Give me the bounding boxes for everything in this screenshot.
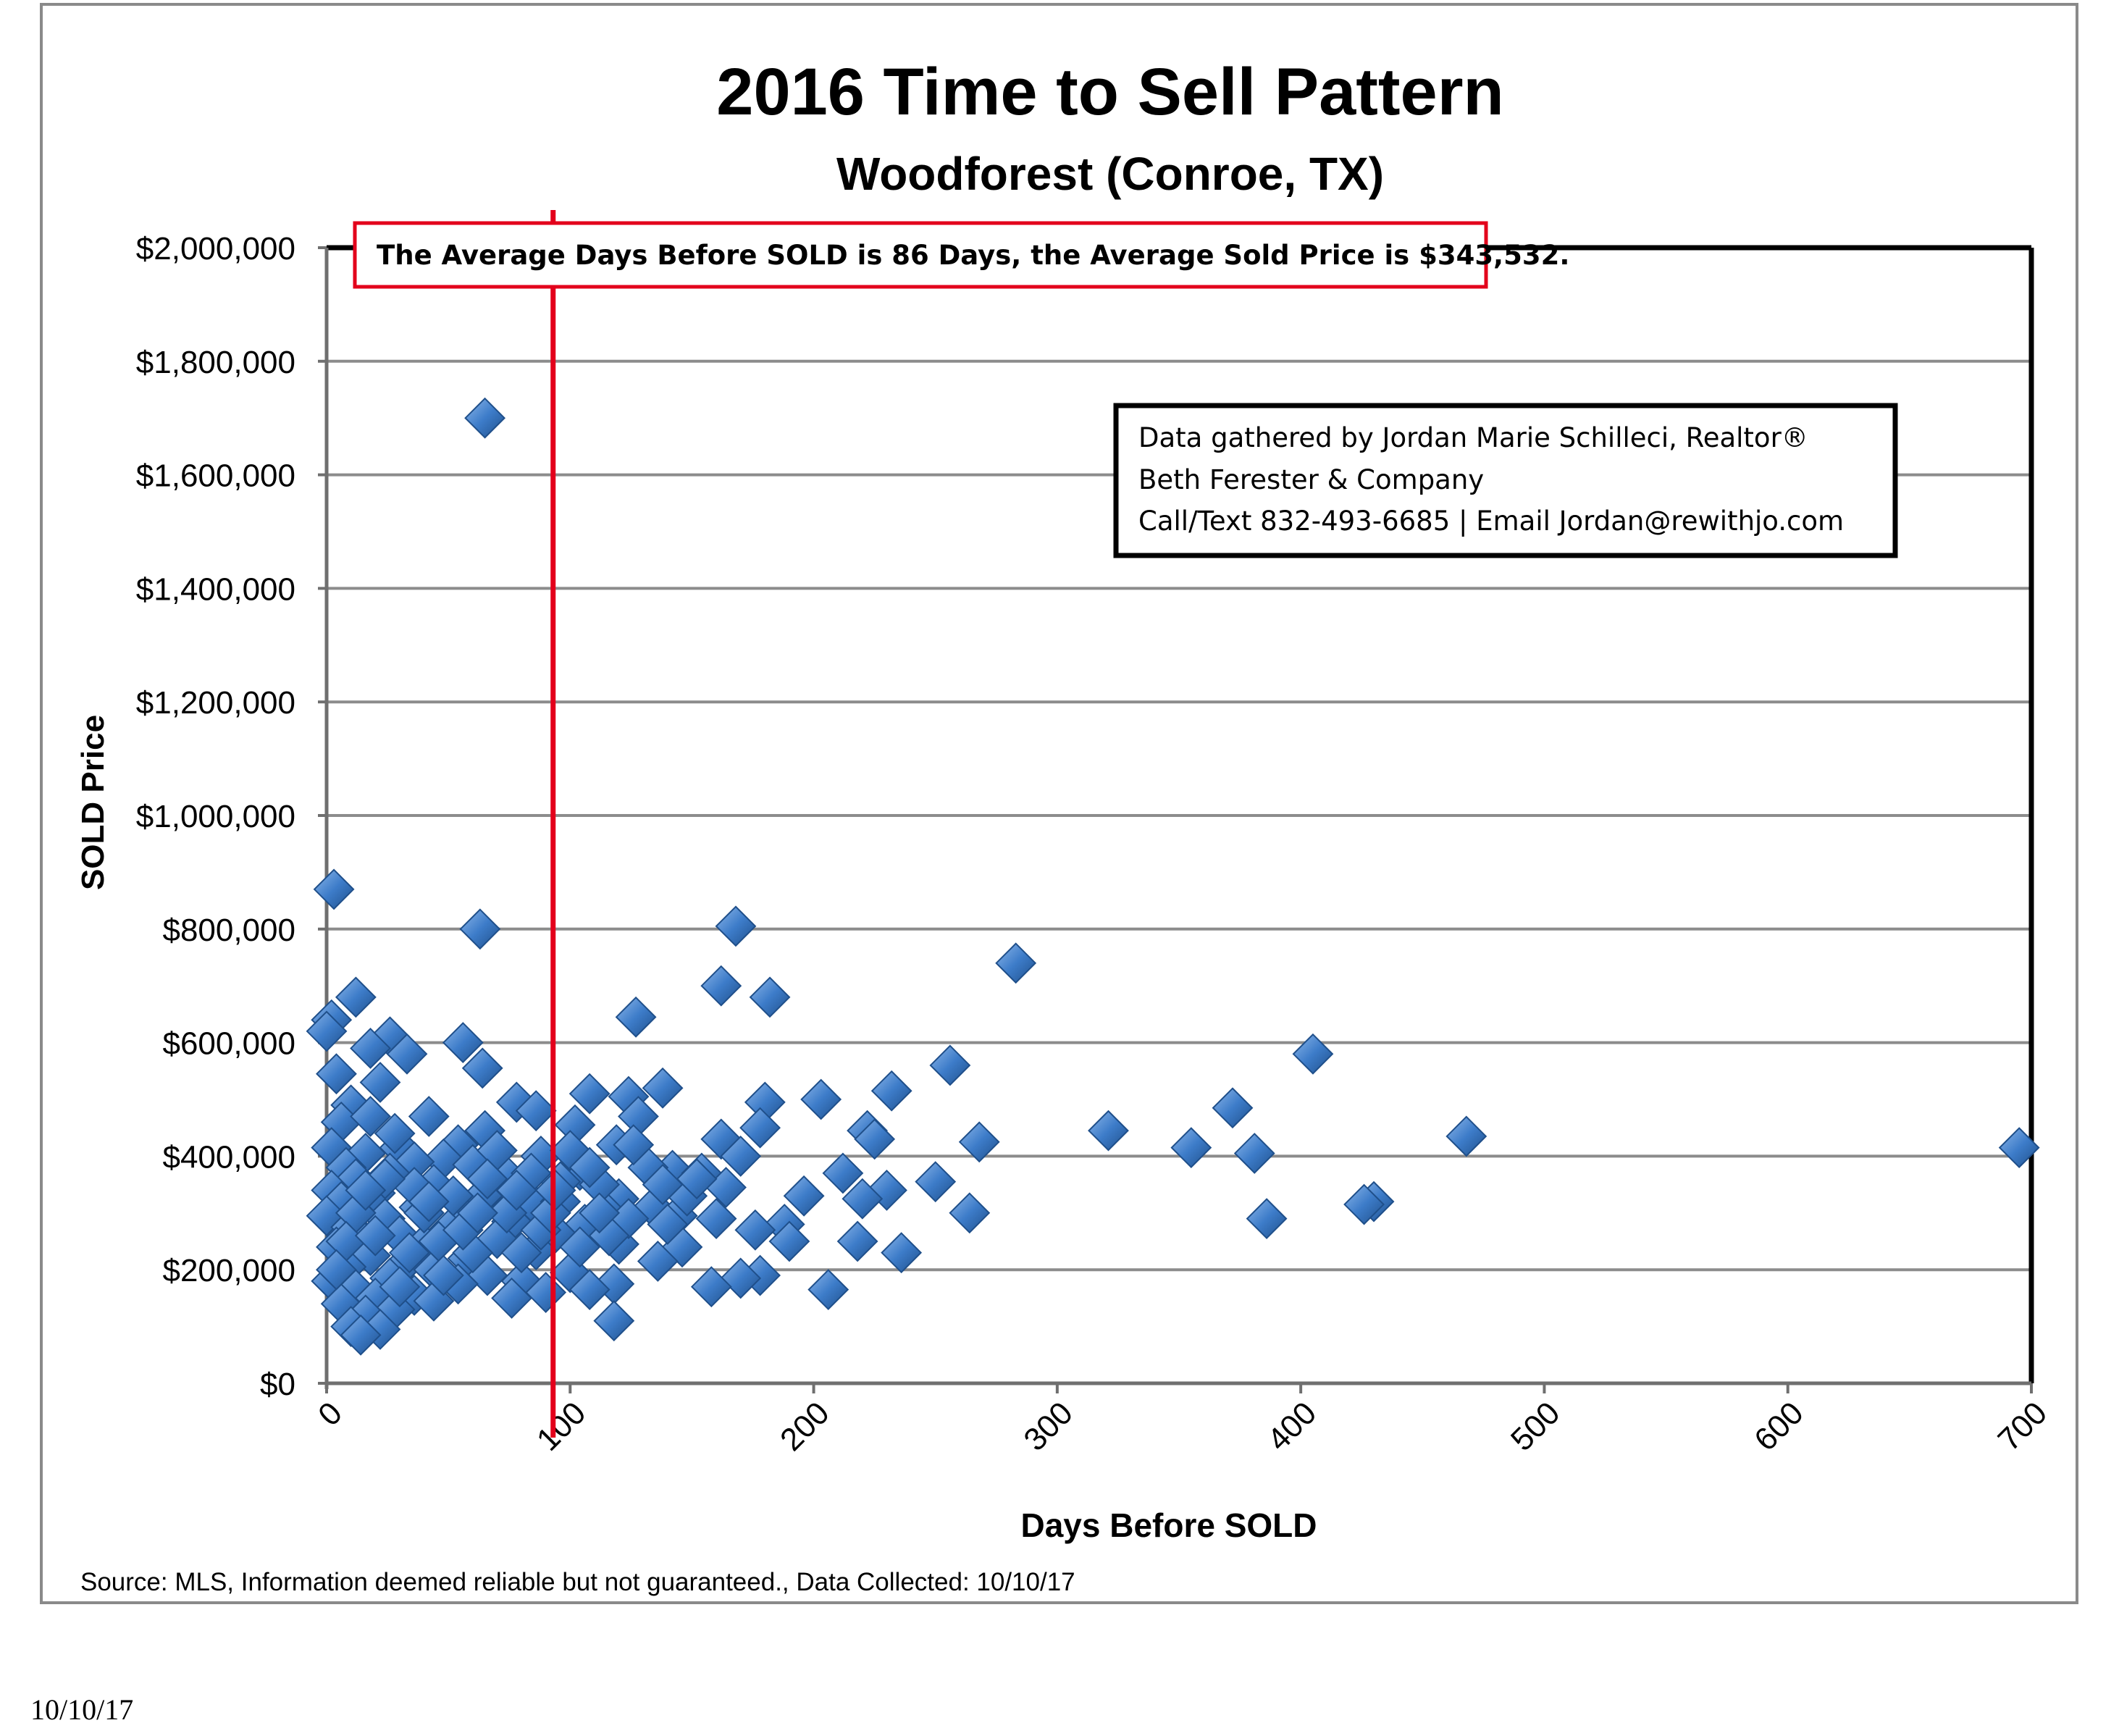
y-tick-label: $600,000 xyxy=(162,1026,295,1062)
y-tick-label: $800,000 xyxy=(162,913,295,948)
y-axis-tick-labels: $0 $200,000 $400,000 $600,000 $800,000 $1,000… xyxy=(136,231,327,1402)
data-point xyxy=(915,1161,957,1203)
y-tick-label: $1,200,000 xyxy=(136,685,295,721)
data-point xyxy=(568,1269,610,1311)
data-point xyxy=(459,908,501,950)
chart-subtitle: Woodforest (Conroe, TX) xyxy=(836,148,1384,200)
average-note: The Average Days Before SOLD is 86 Days,… xyxy=(377,240,1569,271)
data-point xyxy=(1170,1127,1212,1169)
data-point xyxy=(715,905,757,947)
data-point xyxy=(842,1178,884,1220)
data-point xyxy=(881,1232,923,1274)
data-point xyxy=(870,1070,912,1112)
data-point xyxy=(491,1277,532,1319)
data-point xyxy=(1292,1033,1334,1075)
data-point xyxy=(647,1204,689,1245)
data-point xyxy=(958,1121,1000,1163)
data-point xyxy=(359,1062,401,1103)
average-note-box xyxy=(353,221,1488,289)
data-point xyxy=(457,1192,498,1234)
y-tick-label: $1,000,000 xyxy=(136,799,295,834)
data-point xyxy=(949,1192,991,1234)
data-point xyxy=(374,1112,416,1154)
data-point xyxy=(613,1124,655,1166)
data-point xyxy=(749,976,791,1018)
data-point xyxy=(593,1300,635,1342)
data-point xyxy=(345,1170,387,1211)
source-note: Source: MLS, Information deemed reliable… xyxy=(80,1568,1075,1596)
data-point xyxy=(1445,1115,1488,1157)
data-point xyxy=(1212,1087,1254,1129)
data-point xyxy=(1233,1133,1275,1174)
data-point xyxy=(768,1220,810,1262)
data-point xyxy=(1343,1183,1385,1225)
data-point xyxy=(306,1010,348,1052)
info-line-1: Data gathered by Jordan Marie Schilleci,… xyxy=(1138,422,1808,453)
info-box xyxy=(1113,403,1898,558)
data-point xyxy=(408,1181,450,1223)
info-line-2: Beth Ferester & Company xyxy=(1138,464,1484,495)
data-point xyxy=(1998,1127,2040,1169)
y-tick-label: $1,400,000 xyxy=(136,571,295,607)
data-point xyxy=(559,1226,601,1268)
data-point xyxy=(690,1266,732,1308)
y-axis-label: SOLD Price xyxy=(75,715,111,890)
data-point xyxy=(783,1175,825,1217)
y-tick-label: $400,000 xyxy=(162,1139,295,1175)
data-point xyxy=(579,1192,621,1234)
data-point xyxy=(836,1220,878,1262)
data-point xyxy=(615,996,657,1038)
y-tick-label: $2,000,000 xyxy=(136,231,295,267)
data-point xyxy=(642,1067,684,1109)
data-point xyxy=(350,1028,391,1069)
data-point xyxy=(335,976,377,1018)
data-point xyxy=(495,1170,537,1211)
data-point xyxy=(350,1096,391,1137)
data-point xyxy=(515,1090,557,1132)
data-point xyxy=(739,1107,781,1149)
data-point xyxy=(854,1118,896,1160)
data-point xyxy=(1246,1198,1288,1240)
data-point xyxy=(316,1249,357,1291)
y-tick-label: $1,600,000 xyxy=(136,458,295,494)
data-point xyxy=(461,1047,503,1089)
data-point xyxy=(354,1215,396,1257)
data-point xyxy=(637,1241,679,1282)
x-axis-label: Days Before SOLD xyxy=(1020,1506,1317,1544)
info-line-3: Call/Text 832-493-6685 | Email Jordan@re… xyxy=(1138,506,1844,537)
data-point xyxy=(734,1209,776,1251)
data-point xyxy=(720,1257,762,1299)
data-point xyxy=(1088,1110,1129,1152)
data-point xyxy=(695,1198,737,1240)
data-point xyxy=(386,1033,428,1075)
data-point xyxy=(423,1254,464,1296)
data-point xyxy=(500,1232,542,1274)
data-point xyxy=(676,1158,718,1200)
data-point xyxy=(642,1164,684,1206)
footer-date: 10/10/17 xyxy=(30,1693,133,1726)
data-point xyxy=(800,1078,842,1120)
data-point xyxy=(822,1152,864,1194)
data-point xyxy=(568,1146,610,1188)
data-point xyxy=(464,397,505,439)
data-point xyxy=(340,1314,382,1356)
data-point xyxy=(720,1135,762,1177)
data-point xyxy=(466,1158,508,1200)
data-point xyxy=(568,1073,610,1115)
chart-title: 2016 Time to Sell Pattern xyxy=(716,55,1503,129)
y-tick-label: $0 xyxy=(260,1367,295,1402)
data-point xyxy=(700,965,742,1007)
y-tick-label: $1,800,000 xyxy=(136,345,295,380)
data-point xyxy=(388,1232,430,1274)
data-point xyxy=(442,1022,484,1064)
y-tick-label: $200,000 xyxy=(162,1253,295,1288)
data-point xyxy=(408,1096,450,1137)
data-point xyxy=(313,868,355,910)
data-point xyxy=(807,1269,849,1311)
data-point xyxy=(995,942,1037,984)
data-point xyxy=(379,1266,421,1308)
data-point xyxy=(316,1053,357,1095)
data-point xyxy=(929,1044,971,1086)
